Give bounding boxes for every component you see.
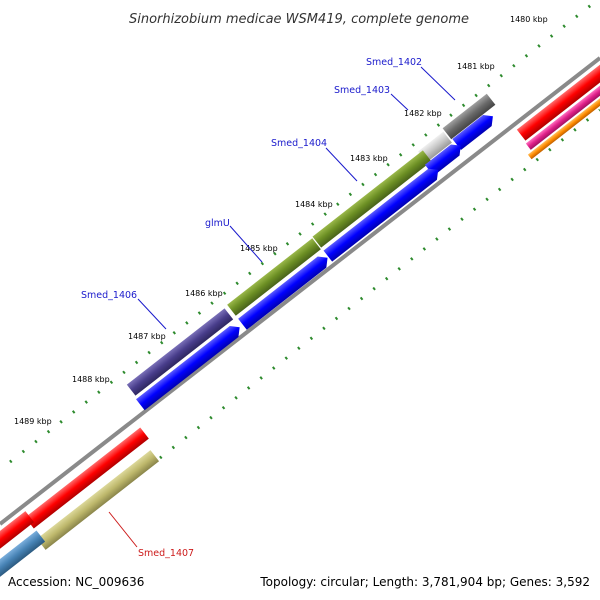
- gene-segment-red-right: [516, 53, 600, 141]
- tick-label: 1486 kbp: [185, 289, 223, 298]
- gene-label-smed1404[interactable]: Smed_1404: [271, 138, 327, 149]
- gene-segment-red-lower: [25, 427, 149, 529]
- tick-label: 1485 kbp: [240, 244, 278, 253]
- tick-label: 1481 kbp: [457, 62, 495, 71]
- cds-arrow: [424, 144, 461, 176]
- tick-label: 1489 kbp: [14, 417, 52, 426]
- gene-label-smed1407[interactable]: Smed_1407: [138, 548, 194, 559]
- label-leader: [390, 93, 409, 111]
- cds-arrow: [238, 256, 328, 330]
- accession-text: Accession: NC_009636: [8, 575, 144, 589]
- label-leader: [137, 298, 167, 330]
- tick-label: 1482 kbp: [404, 109, 442, 118]
- gene-segment-pink: [525, 72, 600, 150]
- gene-segment-smed1404: [312, 150, 432, 248]
- tick-track-outer: [9, 0, 600, 464]
- gene-segment-smed1407: [36, 450, 160, 550]
- tick-label: 1488 kbp: [72, 375, 110, 384]
- gene-segment-glmu: [227, 238, 321, 316]
- tick-label: 1483 kbp: [350, 154, 388, 163]
- genome-backbone: [0, 56, 600, 526]
- gene-segment-lightgrey: [418, 131, 452, 163]
- label-leader: [108, 511, 138, 548]
- gene-segment-steel: [0, 530, 46, 584]
- gene-label-glmu[interactable]: glmU: [205, 218, 230, 229]
- gene-label-smed1406[interactable]: Smed_1406: [81, 290, 137, 301]
- cds-arrow: [136, 326, 240, 411]
- gene-label-smed1403[interactable]: Smed_1403: [334, 85, 390, 96]
- tick-label: 1480 kbp: [510, 15, 548, 24]
- cds-arrow: [323, 168, 439, 262]
- map-title: Sinorhizobium medicae WSM419, complete g…: [129, 12, 469, 27]
- label-leader: [325, 147, 358, 182]
- genome-summary-text: Topology: circular; Length: 3,781,904 bp…: [259, 575, 590, 589]
- cds-arrow: [452, 115, 493, 151]
- label-leader: [229, 225, 263, 263]
- gene-segment-smed1406: [126, 308, 234, 396]
- gene-segment-red-left: [0, 511, 35, 553]
- tick-label: 1484 kbp: [295, 200, 333, 209]
- gene-segment-orange: [527, 80, 600, 160]
- label-leader: [420, 66, 456, 101]
- tick-label: 1487 kbp: [128, 332, 166, 341]
- gene-label-smed1402[interactable]: Smed_1402: [366, 57, 422, 68]
- gene-segment-grey: [442, 93, 496, 140]
